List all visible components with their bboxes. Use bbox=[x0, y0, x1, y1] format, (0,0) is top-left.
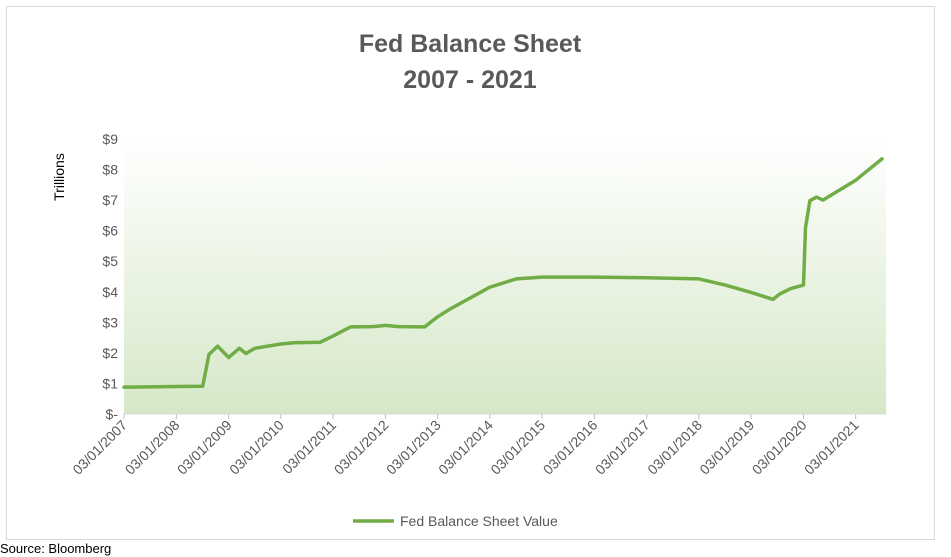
y-axis-ticks: $- $1 $2 $3 $4 $5 $6 $7 $8 $9 bbox=[102, 131, 118, 422]
chart-frame: Fed Balance Sheet 2007 - 2021 Trillions … bbox=[6, 6, 935, 540]
chart-svg: Fed Balance Sheet 2007 - 2021 Trillions … bbox=[51, 30, 886, 529]
legend-label: Fed Balance Sheet Value bbox=[400, 513, 558, 529]
x-tick-label: 03/01/2019 bbox=[696, 417, 757, 478]
x-tick-label: 03/01/2012 bbox=[331, 417, 392, 478]
y-tick-label: $9 bbox=[102, 131, 118, 147]
x-tick-label: 03/01/2009 bbox=[174, 417, 235, 478]
x-tick-label: 03/01/2016 bbox=[540, 417, 601, 478]
x-tick-label: 03/01/2018 bbox=[644, 417, 705, 478]
series-line-fed-balance-sheet bbox=[122, 157, 884, 389]
x-tick-label: 03/01/2014 bbox=[435, 417, 496, 478]
plot-area bbox=[124, 139, 886, 414]
legend: Fed Balance Sheet Value bbox=[353, 513, 558, 529]
y-tick-label: $5 bbox=[102, 253, 118, 269]
x-tick-label: 03/01/2013 bbox=[383, 417, 444, 478]
y-tick-label: $2 bbox=[102, 345, 118, 361]
x-tick-label: 03/01/2020 bbox=[749, 417, 810, 478]
y-tick-label: $6 bbox=[102, 223, 118, 239]
y-axis-title: Trillions bbox=[51, 153, 67, 201]
x-tick-label: 03/01/2011 bbox=[279, 417, 339, 477]
source-note: Source: Bloomberg bbox=[0, 541, 112, 556]
x-tick-label: 03/01/2008 bbox=[122, 417, 183, 478]
x-axis-ticks: 03/01/200703/01/200803/01/200903/01/2010… bbox=[69, 414, 862, 478]
y-tick-label: $- bbox=[106, 406, 119, 422]
y-tick-label: $1 bbox=[102, 375, 118, 391]
y-tick-label: $4 bbox=[102, 284, 118, 300]
y-tick-label: $7 bbox=[102, 192, 118, 208]
x-tick-label: 03/01/2015 bbox=[487, 417, 548, 478]
y-tick-label: $3 bbox=[102, 314, 118, 330]
x-tick-label: 03/01/2007 bbox=[69, 417, 130, 478]
x-tick-label: 03/01/2010 bbox=[226, 417, 287, 478]
x-tick-label: 03/01/2021 bbox=[801, 417, 862, 478]
y-tick-label: $8 bbox=[102, 162, 118, 178]
chart-title: Fed Balance Sheet bbox=[359, 30, 582, 58]
x-tick-label: 03/01/2017 bbox=[592, 417, 653, 478]
chart-subtitle: 2007 - 2021 bbox=[403, 66, 537, 94]
